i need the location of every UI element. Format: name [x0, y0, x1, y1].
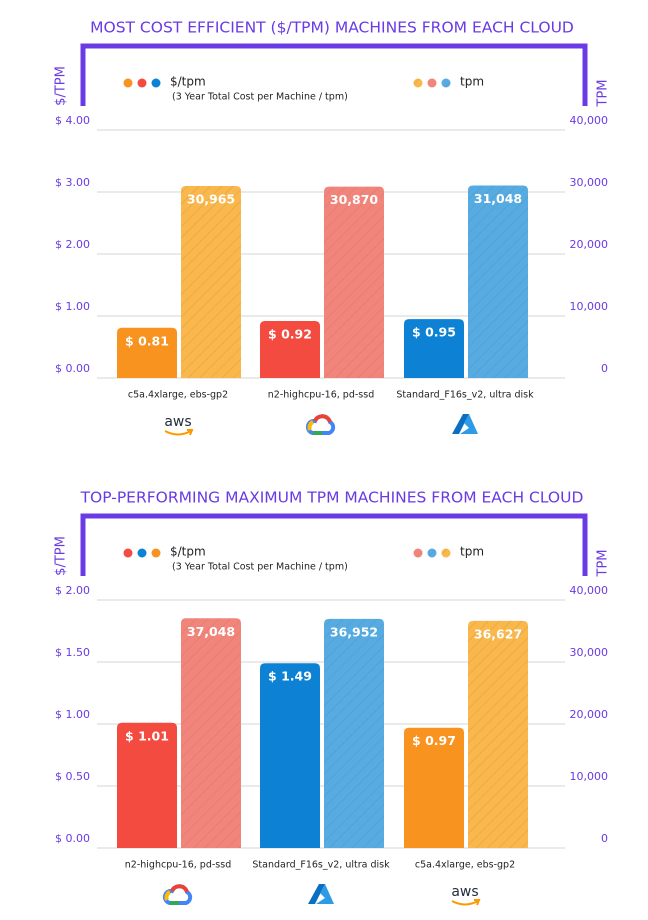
legend-label: $/tpm	[170, 545, 206, 559]
y-tick-label: $ 3.00	[55, 176, 90, 189]
y2-axis-title: TPM	[596, 80, 611, 108]
bar-value-label: $ 0.97	[412, 733, 456, 748]
y-tick-label: $ 1.00	[55, 708, 90, 721]
y2-tick-label: 30,000	[570, 176, 609, 189]
y-tick-label: $ 0.00	[55, 832, 90, 845]
legend-swatch	[123, 78, 133, 88]
category-label: n2-highcpu-16, pd-ssd	[268, 390, 374, 401]
bar	[404, 319, 464, 378]
bar-value-label: $ 0.95	[412, 325, 456, 340]
y2-tick-label: 40,000	[570, 584, 609, 597]
bar-value-label: 30,870	[330, 192, 379, 207]
y-axis-title: $/TPM	[54, 536, 69, 576]
bar	[404, 727, 464, 848]
y2-tick-label: 10,000	[570, 770, 609, 783]
google-cloud-logo-yellow	[164, 890, 172, 901]
y2-tick-label: 0	[601, 362, 608, 375]
legend-swatch	[151, 78, 161, 88]
category-label: c5a.4xlarge, ebs-gp2	[128, 390, 228, 401]
bar	[117, 327, 177, 378]
bar-value-label: $ 0.92	[268, 326, 312, 341]
aws-logo-smile	[451, 899, 481, 906]
y-tick-label: $ 0.50	[55, 770, 90, 783]
bar	[324, 186, 384, 378]
y2-tick-label: 0	[601, 832, 608, 845]
category-label: n2-highcpu-16, pd-ssd	[125, 860, 231, 871]
y-tick-label: $ 0.00	[55, 362, 90, 375]
bar	[468, 620, 528, 848]
bar-value-label: 31,048	[474, 191, 522, 206]
legend-note: (3 Year Total Cost per Machine / tpm)	[172, 92, 348, 103]
y-tick-label: $ 2.00	[55, 238, 90, 251]
bar	[117, 722, 177, 848]
legend-swatch	[441, 78, 451, 88]
azure-logo	[308, 884, 325, 904]
legend-swatch	[427, 78, 437, 88]
legend-swatch	[413, 78, 423, 88]
legend-note: (3 Year Total Cost per Machine / tpm)	[172, 562, 348, 573]
azure-logo	[452, 414, 469, 434]
google-cloud-logo-red	[313, 414, 332, 423]
bar-value-label: $ 1.49	[268, 669, 312, 684]
bar-value-label: 36,952	[330, 624, 378, 639]
legend-swatch	[137, 78, 147, 88]
bar	[260, 663, 320, 848]
azure-logo-right	[460, 414, 478, 434]
legend-label: tpm	[460, 545, 484, 559]
aws-logo-text: aws	[164, 414, 191, 430]
y2-axis-title: TPM	[596, 550, 611, 578]
bar-value-label: 37,048	[187, 624, 235, 639]
category-label: Standard_F16s_v2, ultra disk	[252, 860, 390, 871]
y-tick-label: $ 1.00	[55, 300, 90, 313]
y2-tick-label: 20,000	[570, 708, 609, 721]
legend-swatch	[441, 548, 451, 558]
bar	[260, 320, 320, 378]
y2-tick-label: 10,000	[570, 300, 609, 313]
y-tick-label: $ 4.00	[55, 114, 90, 127]
bar-value-label: 36,627	[474, 626, 522, 641]
bar	[181, 186, 241, 378]
bar	[468, 185, 528, 378]
category-label: Standard_F16s_v2, ultra disk	[396, 390, 534, 401]
bar	[324, 618, 384, 848]
google-cloud-logo-yellow	[307, 420, 315, 431]
category-label: c5a.4xlarge, ebs-gp2	[415, 860, 515, 871]
google-cloud-logo-red	[170, 884, 189, 893]
legend-swatch	[137, 548, 147, 558]
bar-value-label: $ 1.01	[125, 728, 169, 743]
y2-tick-label: 30,000	[570, 646, 609, 659]
legend-bracket	[80, 513, 588, 576]
legend-swatch	[413, 548, 423, 558]
azure-logo-right	[316, 884, 334, 904]
legend-label: $/tpm	[170, 75, 206, 89]
chart-title: MOST COST EFFICIENT ($/TPM) MACHINES FRO…	[90, 19, 574, 37]
y-tick-label: $ 1.50	[55, 646, 90, 659]
aws-logo-smile	[164, 429, 194, 436]
bar-value-label: 30,965	[187, 192, 235, 207]
y-axis-title: $/TPM	[54, 66, 69, 106]
bar	[181, 618, 241, 848]
legend-bracket	[80, 43, 588, 106]
y2-tick-label: 40,000	[570, 114, 609, 127]
y-tick-label: $ 2.00	[55, 584, 90, 597]
aws-logo-text: aws	[451, 884, 478, 900]
legend-swatch	[427, 548, 437, 558]
y2-tick-label: 20,000	[570, 238, 609, 251]
legend-swatch	[151, 548, 161, 558]
legend-label: tpm	[460, 75, 484, 89]
legend-swatch	[123, 548, 133, 558]
chart-title: TOP-PERFORMING MAXIMUM TPM MACHINES FROM…	[80, 489, 584, 507]
bar-value-label: $ 0.81	[125, 333, 169, 348]
